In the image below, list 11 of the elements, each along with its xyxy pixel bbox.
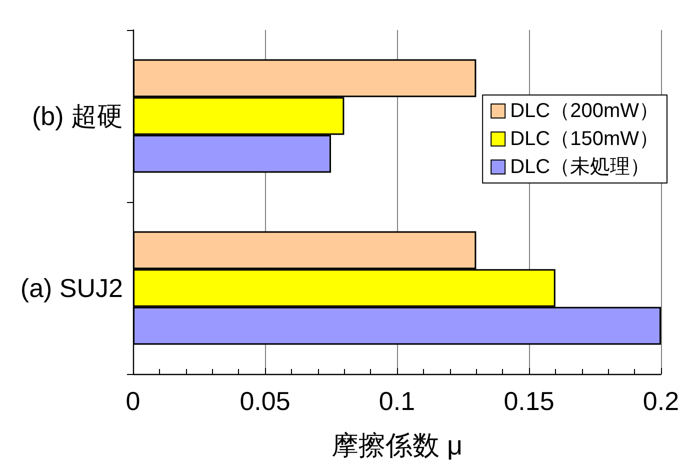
x-axis-title: 摩擦係数 μ: [331, 430, 463, 460]
x-tick-label: 0.05: [240, 386, 290, 416]
legend-label: DLC（150mW）: [510, 128, 660, 150]
x-tick-label: 0.2: [642, 386, 680, 416]
x-tick-label: 0: [126, 386, 140, 416]
x-tick-label: 0.15: [504, 386, 554, 416]
x-tick-label: 0.1: [378, 386, 416, 416]
y-tick-label: (a) SUJ2: [20, 273, 123, 303]
y-tick-label: (b) 超硬: [32, 101, 123, 131]
legend-label: DLC（未処理）: [510, 156, 650, 178]
legend-label: DLC（200mW）: [510, 100, 660, 122]
